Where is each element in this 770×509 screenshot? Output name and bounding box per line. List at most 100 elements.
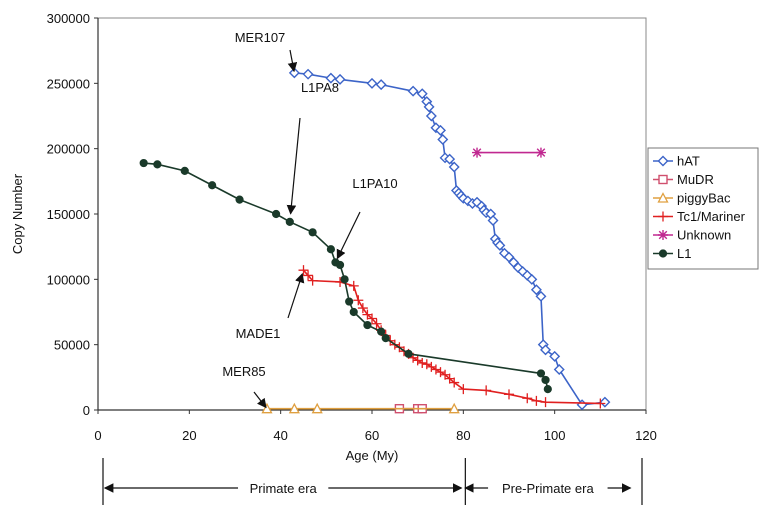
data-point <box>345 297 354 306</box>
legend-label: Unknown <box>677 228 731 243</box>
era-pre-primate-era: Pre-Primate era <box>464 479 632 497</box>
data-point <box>261 402 273 414</box>
data-point <box>444 153 456 165</box>
x-tick-label: 40 <box>273 428 287 443</box>
annotation-mer85: MER85 <box>222 364 265 379</box>
data-point <box>272 209 281 219</box>
legend-box <box>647 147 759 270</box>
data-point <box>335 260 345 270</box>
annotation-arrow <box>287 272 305 319</box>
data-point <box>540 344 552 356</box>
data-point <box>458 384 469 395</box>
legend-item: piggyBac <box>653 191 731 206</box>
legend: hAT MuDR piggyBac Tc1/Mariner Unknown L1 <box>647 147 759 270</box>
data-point <box>366 77 378 89</box>
data-point <box>494 239 506 251</box>
legend-item: MuDR <box>653 172 714 187</box>
tick-labels: 0 50000 100000 150000 200000 250000 300000 0 20 4… <box>47 11 657 443</box>
y-tick-label: 0 <box>83 403 90 418</box>
series-hat <box>288 67 611 411</box>
annotation-arrow <box>253 391 267 409</box>
y-tick-label: 200000 <box>47 142 90 157</box>
y-tick-label: 250000 <box>47 76 90 91</box>
data-point <box>599 396 611 408</box>
annotation-made1: MADE1 <box>236 326 281 341</box>
data-point <box>180 166 189 175</box>
data-point <box>487 215 499 227</box>
y-tick-label: 100000 <box>47 272 90 287</box>
annotation-arrow <box>286 117 301 215</box>
legend-label: Tc1/Mariner <box>677 209 746 224</box>
data-point <box>308 228 317 237</box>
data-point <box>139 158 148 168</box>
legend-item: Unknown <box>653 228 731 243</box>
data-point <box>348 280 359 291</box>
legend-item: Tc1/Mariner <box>653 209 746 224</box>
data-point <box>153 160 162 169</box>
plot-area <box>97 17 647 411</box>
data-point <box>449 377 460 388</box>
x-tick-label: 80 <box>456 428 470 443</box>
data-point <box>435 124 446 136</box>
x-tick-label: 60 <box>365 428 379 443</box>
legend-swatch-marker <box>657 192 669 203</box>
data-point <box>377 327 386 336</box>
annotation-arrow <box>336 211 361 260</box>
annotation-l1pa10: L1PA10 <box>352 176 397 191</box>
data-point <box>504 389 514 400</box>
series-piggybac <box>261 402 460 414</box>
legend-swatch-marker <box>658 174 668 185</box>
data-point <box>416 88 428 100</box>
data-point <box>375 79 387 91</box>
data-point <box>437 134 449 146</box>
data-point <box>235 195 244 204</box>
x-tick-label: 20 <box>182 428 196 443</box>
data-point <box>349 307 358 317</box>
x-tick-label: 100 <box>544 428 566 443</box>
data-point <box>540 397 551 408</box>
data-point <box>536 369 546 378</box>
y-tick-label: 300000 <box>47 11 90 26</box>
x-axis-label: Age (My) <box>346 448 399 463</box>
data-point <box>353 295 364 306</box>
data-point <box>448 161 460 173</box>
annotation-mer107: MER107 <box>235 30 286 45</box>
data-point <box>302 68 314 80</box>
era-primate-era: Primate era <box>103 479 463 497</box>
series-layer <box>139 67 611 414</box>
annotation-arrow <box>287 49 298 73</box>
data-point <box>417 357 428 368</box>
data-point <box>535 147 546 158</box>
era-label-bg <box>488 479 608 497</box>
data-point <box>404 349 413 358</box>
data-point <box>334 73 346 85</box>
legend-swatch-marker <box>657 155 669 167</box>
data-point <box>531 395 542 406</box>
legend-swatch-marker <box>658 249 668 258</box>
data-point <box>307 275 318 286</box>
data-point <box>423 101 435 113</box>
data-point <box>303 270 314 281</box>
annotation-l1pa8: L1PA8 <box>301 80 339 95</box>
data-point <box>285 217 294 226</box>
data-point <box>549 350 561 362</box>
data-point <box>535 290 547 302</box>
data-point <box>371 318 382 329</box>
legend-swatch-marker <box>658 230 668 240</box>
era-label-bg <box>238 479 329 497</box>
data-point <box>472 147 483 158</box>
data-point <box>481 385 492 396</box>
data-point <box>553 364 565 375</box>
legend-item: hAT <box>653 154 700 169</box>
series-unknown <box>472 147 546 158</box>
data-point <box>522 393 533 404</box>
y-axis-label: Copy Number <box>10 173 25 254</box>
data-point <box>311 402 323 414</box>
data-point <box>426 361 437 372</box>
data-point <box>288 402 300 414</box>
data-point <box>381 334 390 343</box>
legend-label: L1 <box>677 246 691 261</box>
data-point <box>325 72 337 84</box>
legend-label: piggyBac <box>677 191 731 206</box>
